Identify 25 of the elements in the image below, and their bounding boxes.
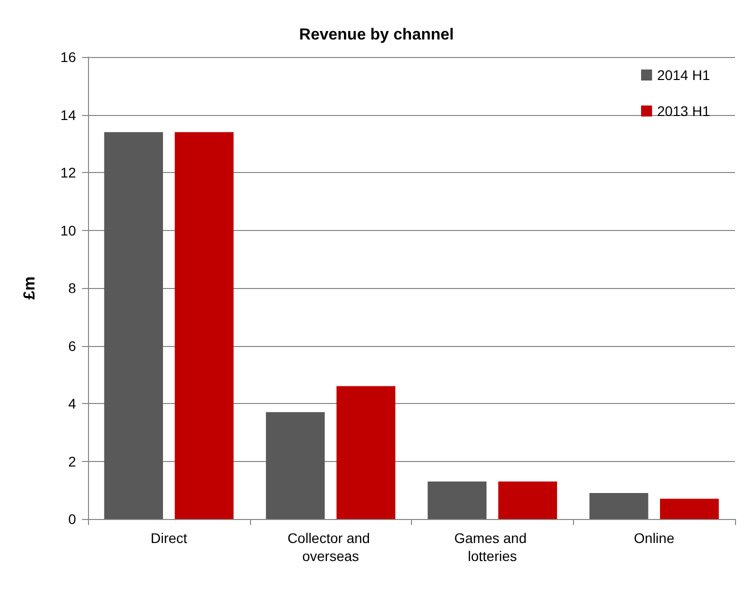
y-tick-label: 0 — [68, 511, 76, 527]
y-tick-label: 6 — [68, 338, 76, 354]
x-tick-label: Online — [634, 530, 675, 546]
y-tick-label: 16 — [60, 49, 76, 65]
y-axis-title: £m — [22, 276, 38, 300]
bar — [428, 481, 486, 519]
x-tick-label: Games and lotteries — [454, 530, 531, 564]
chart-title: Revenue by channel — [299, 26, 454, 44]
x-tick-label: Collector and overseas — [287, 530, 374, 564]
y-tick-label: 4 — [68, 396, 76, 412]
bar — [266, 412, 325, 519]
y-tick-label: 8 — [68, 280, 76, 296]
bar — [589, 493, 648, 519]
bar — [336, 386, 396, 519]
bar — [660, 498, 719, 519]
y-tick-label: 10 — [60, 222, 76, 238]
legend-label: 2013 H1 — [657, 103, 710, 119]
y-tick-label: 12 — [60, 164, 76, 180]
x-tick-label: Direct — [150, 530, 188, 546]
bar — [498, 481, 558, 519]
legend-label: 2014 H1 — [657, 67, 710, 83]
y-tick-label: 14 — [60, 106, 76, 123]
bar — [174, 132, 234, 519]
bar — [104, 132, 163, 519]
y-tick-label: 2 — [68, 453, 76, 470]
